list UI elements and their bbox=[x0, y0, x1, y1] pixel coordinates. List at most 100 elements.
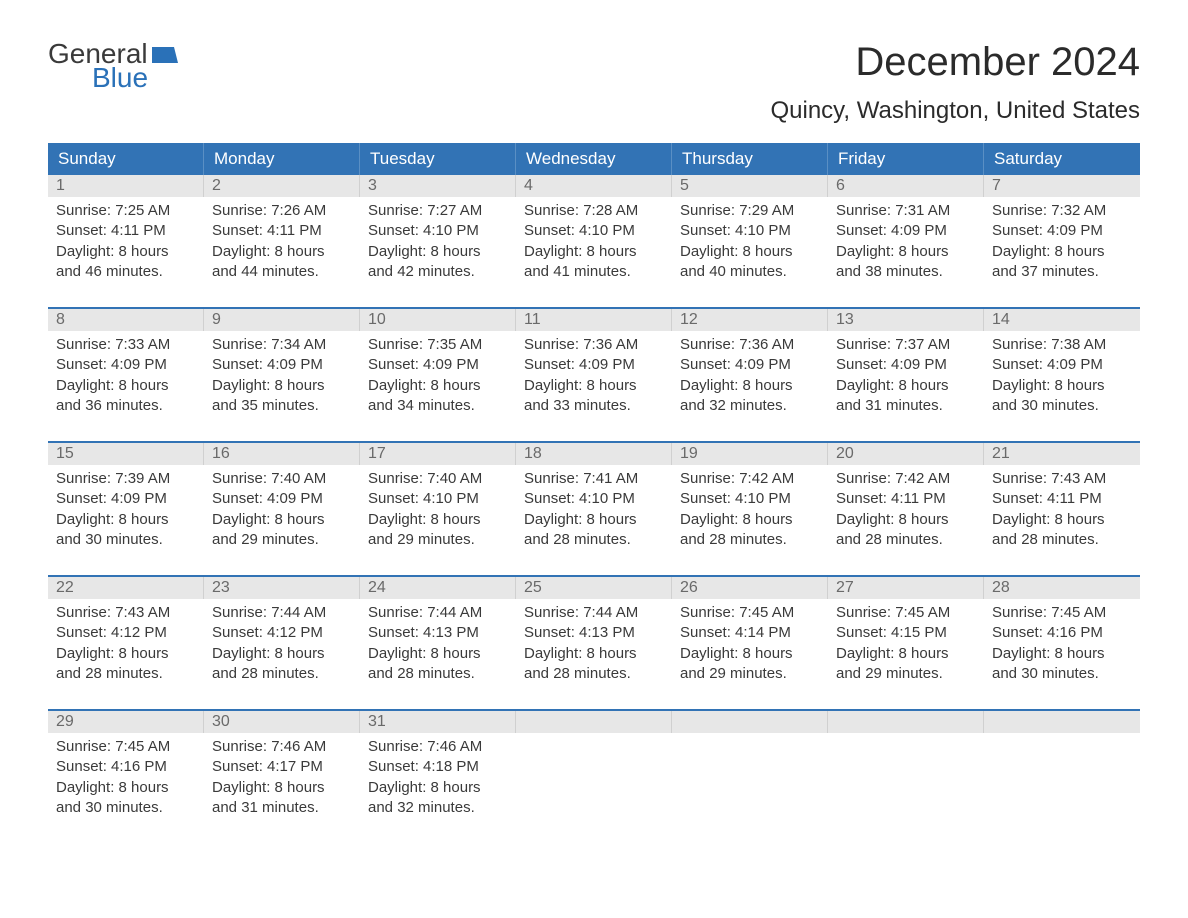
daylight-line1: Daylight: 8 hours bbox=[524, 376, 664, 396]
calendar-day: 3Sunrise: 7:27 AMSunset: 4:10 PMDaylight… bbox=[360, 175, 516, 291]
calendar-day: 31Sunrise: 7:46 AMSunset: 4:18 PMDayligh… bbox=[360, 711, 516, 827]
daylight-line2: and 32 minutes. bbox=[680, 396, 820, 416]
daylight-line1: Daylight: 8 hours bbox=[368, 242, 508, 262]
daylight-line1: Daylight: 8 hours bbox=[836, 376, 976, 396]
sunrise-text: Sunrise: 7:40 AM bbox=[212, 469, 352, 489]
calendar-day: 13Sunrise: 7:37 AMSunset: 4:09 PMDayligh… bbox=[828, 309, 984, 425]
calendar-day: 2Sunrise: 7:26 AMSunset: 4:11 PMDaylight… bbox=[204, 175, 360, 291]
sunset-text: Sunset: 4:17 PM bbox=[212, 757, 352, 777]
day-number bbox=[672, 711, 828, 733]
day-number bbox=[828, 711, 984, 733]
logo-text-blue: Blue bbox=[92, 64, 178, 92]
daylight-line1: Daylight: 8 hours bbox=[212, 242, 352, 262]
sunrise-text: Sunrise: 7:26 AM bbox=[212, 201, 352, 221]
calendar-week: 29Sunrise: 7:45 AMSunset: 4:16 PMDayligh… bbox=[48, 709, 1140, 827]
daylight-line2: and 31 minutes. bbox=[836, 396, 976, 416]
day-details: Sunrise: 7:34 AMSunset: 4:09 PMDaylight:… bbox=[204, 331, 360, 420]
day-details: Sunrise: 7:27 AMSunset: 4:10 PMDaylight:… bbox=[360, 197, 516, 286]
day-details: Sunrise: 7:42 AMSunset: 4:11 PMDaylight:… bbox=[828, 465, 984, 554]
daylight-line1: Daylight: 8 hours bbox=[212, 644, 352, 664]
daylight-line2: and 29 minutes. bbox=[212, 530, 352, 550]
days-of-week-header: Sunday Monday Tuesday Wednesday Thursday… bbox=[48, 143, 1140, 175]
daylight-line1: Daylight: 8 hours bbox=[524, 510, 664, 530]
day-details: Sunrise: 7:36 AMSunset: 4:09 PMDaylight:… bbox=[672, 331, 828, 420]
day-number: 25 bbox=[516, 577, 672, 599]
daylight-line2: and 28 minutes. bbox=[56, 664, 196, 684]
month-title: December 2024 bbox=[770, 40, 1140, 85]
sunset-text: Sunset: 4:09 PM bbox=[212, 355, 352, 375]
calendar-day bbox=[984, 711, 1140, 827]
calendar-day: 24Sunrise: 7:44 AMSunset: 4:13 PMDayligh… bbox=[360, 577, 516, 693]
day-number: 30 bbox=[204, 711, 360, 733]
daylight-line1: Daylight: 8 hours bbox=[524, 644, 664, 664]
day-number: 28 bbox=[984, 577, 1140, 599]
day-number: 23 bbox=[204, 577, 360, 599]
sunrise-text: Sunrise: 7:43 AM bbox=[56, 603, 196, 623]
calendar-day: 19Sunrise: 7:42 AMSunset: 4:10 PMDayligh… bbox=[672, 443, 828, 559]
logo: General Blue bbox=[48, 40, 178, 92]
sunset-text: Sunset: 4:14 PM bbox=[680, 623, 820, 643]
daylight-line1: Daylight: 8 hours bbox=[56, 376, 196, 396]
daylight-line2: and 42 minutes. bbox=[368, 262, 508, 282]
daylight-line2: and 30 minutes. bbox=[56, 798, 196, 818]
sunrise-text: Sunrise: 7:46 AM bbox=[368, 737, 508, 757]
sunrise-text: Sunrise: 7:45 AM bbox=[680, 603, 820, 623]
sunset-text: Sunset: 4:09 PM bbox=[836, 221, 976, 241]
daylight-line2: and 40 minutes. bbox=[680, 262, 820, 282]
daylight-line1: Daylight: 8 hours bbox=[992, 510, 1132, 530]
daylight-line1: Daylight: 8 hours bbox=[56, 510, 196, 530]
day-details: Sunrise: 7:37 AMSunset: 4:09 PMDaylight:… bbox=[828, 331, 984, 420]
daylight-line1: Daylight: 8 hours bbox=[992, 644, 1132, 664]
sunset-text: Sunset: 4:12 PM bbox=[56, 623, 196, 643]
sunset-text: Sunset: 4:09 PM bbox=[56, 489, 196, 509]
sunset-text: Sunset: 4:09 PM bbox=[992, 355, 1132, 375]
calendar-day: 9Sunrise: 7:34 AMSunset: 4:09 PMDaylight… bbox=[204, 309, 360, 425]
day-number: 19 bbox=[672, 443, 828, 465]
sunset-text: Sunset: 4:09 PM bbox=[836, 355, 976, 375]
day-details: Sunrise: 7:44 AMSunset: 4:13 PMDaylight:… bbox=[516, 599, 672, 688]
daylight-line1: Daylight: 8 hours bbox=[368, 376, 508, 396]
calendar-day: 23Sunrise: 7:44 AMSunset: 4:12 PMDayligh… bbox=[204, 577, 360, 693]
daylight-line1: Daylight: 8 hours bbox=[836, 242, 976, 262]
day-details: Sunrise: 7:45 AMSunset: 4:14 PMDaylight:… bbox=[672, 599, 828, 688]
day-details: Sunrise: 7:45 AMSunset: 4:16 PMDaylight:… bbox=[984, 599, 1140, 688]
sunrise-text: Sunrise: 7:42 AM bbox=[836, 469, 976, 489]
day-number: 8 bbox=[48, 309, 204, 331]
sunset-text: Sunset: 4:16 PM bbox=[56, 757, 196, 777]
sunrise-text: Sunrise: 7:35 AM bbox=[368, 335, 508, 355]
calendar-day: 21Sunrise: 7:43 AMSunset: 4:11 PMDayligh… bbox=[984, 443, 1140, 559]
day-details: Sunrise: 7:41 AMSunset: 4:10 PMDaylight:… bbox=[516, 465, 672, 554]
day-details: Sunrise: 7:38 AMSunset: 4:09 PMDaylight:… bbox=[984, 331, 1140, 420]
sunrise-text: Sunrise: 7:44 AM bbox=[368, 603, 508, 623]
day-details: Sunrise: 7:35 AMSunset: 4:09 PMDaylight:… bbox=[360, 331, 516, 420]
calendar-day: 29Sunrise: 7:45 AMSunset: 4:16 PMDayligh… bbox=[48, 711, 204, 827]
sunrise-text: Sunrise: 7:45 AM bbox=[836, 603, 976, 623]
sunset-text: Sunset: 4:13 PM bbox=[368, 623, 508, 643]
sunrise-text: Sunrise: 7:29 AM bbox=[680, 201, 820, 221]
sunrise-text: Sunrise: 7:40 AM bbox=[368, 469, 508, 489]
day-number: 9 bbox=[204, 309, 360, 331]
calendar-week: 22Sunrise: 7:43 AMSunset: 4:12 PMDayligh… bbox=[48, 575, 1140, 693]
daylight-line2: and 30 minutes. bbox=[992, 664, 1132, 684]
day-number: 21 bbox=[984, 443, 1140, 465]
day-number: 14 bbox=[984, 309, 1140, 331]
calendar-day bbox=[516, 711, 672, 827]
day-details: Sunrise: 7:42 AMSunset: 4:10 PMDaylight:… bbox=[672, 465, 828, 554]
sunrise-text: Sunrise: 7:37 AM bbox=[836, 335, 976, 355]
sunrise-text: Sunrise: 7:39 AM bbox=[56, 469, 196, 489]
daylight-line2: and 31 minutes. bbox=[212, 798, 352, 818]
day-details: Sunrise: 7:44 AMSunset: 4:12 PMDaylight:… bbox=[204, 599, 360, 688]
day-details: Sunrise: 7:43 AMSunset: 4:12 PMDaylight:… bbox=[48, 599, 204, 688]
sunset-text: Sunset: 4:16 PM bbox=[992, 623, 1132, 643]
calendar-day: 15Sunrise: 7:39 AMSunset: 4:09 PMDayligh… bbox=[48, 443, 204, 559]
daylight-line2: and 46 minutes. bbox=[56, 262, 196, 282]
daylight-line2: and 28 minutes. bbox=[212, 664, 352, 684]
daylight-line2: and 29 minutes. bbox=[368, 530, 508, 550]
sunset-text: Sunset: 4:10 PM bbox=[368, 221, 508, 241]
day-number: 6 bbox=[828, 175, 984, 197]
day-details: Sunrise: 7:33 AMSunset: 4:09 PMDaylight:… bbox=[48, 331, 204, 420]
weeks-container: 1Sunrise: 7:25 AMSunset: 4:11 PMDaylight… bbox=[48, 175, 1140, 827]
daylight-line2: and 30 minutes. bbox=[992, 396, 1132, 416]
dow-thursday: Thursday bbox=[672, 143, 828, 175]
day-number: 5 bbox=[672, 175, 828, 197]
